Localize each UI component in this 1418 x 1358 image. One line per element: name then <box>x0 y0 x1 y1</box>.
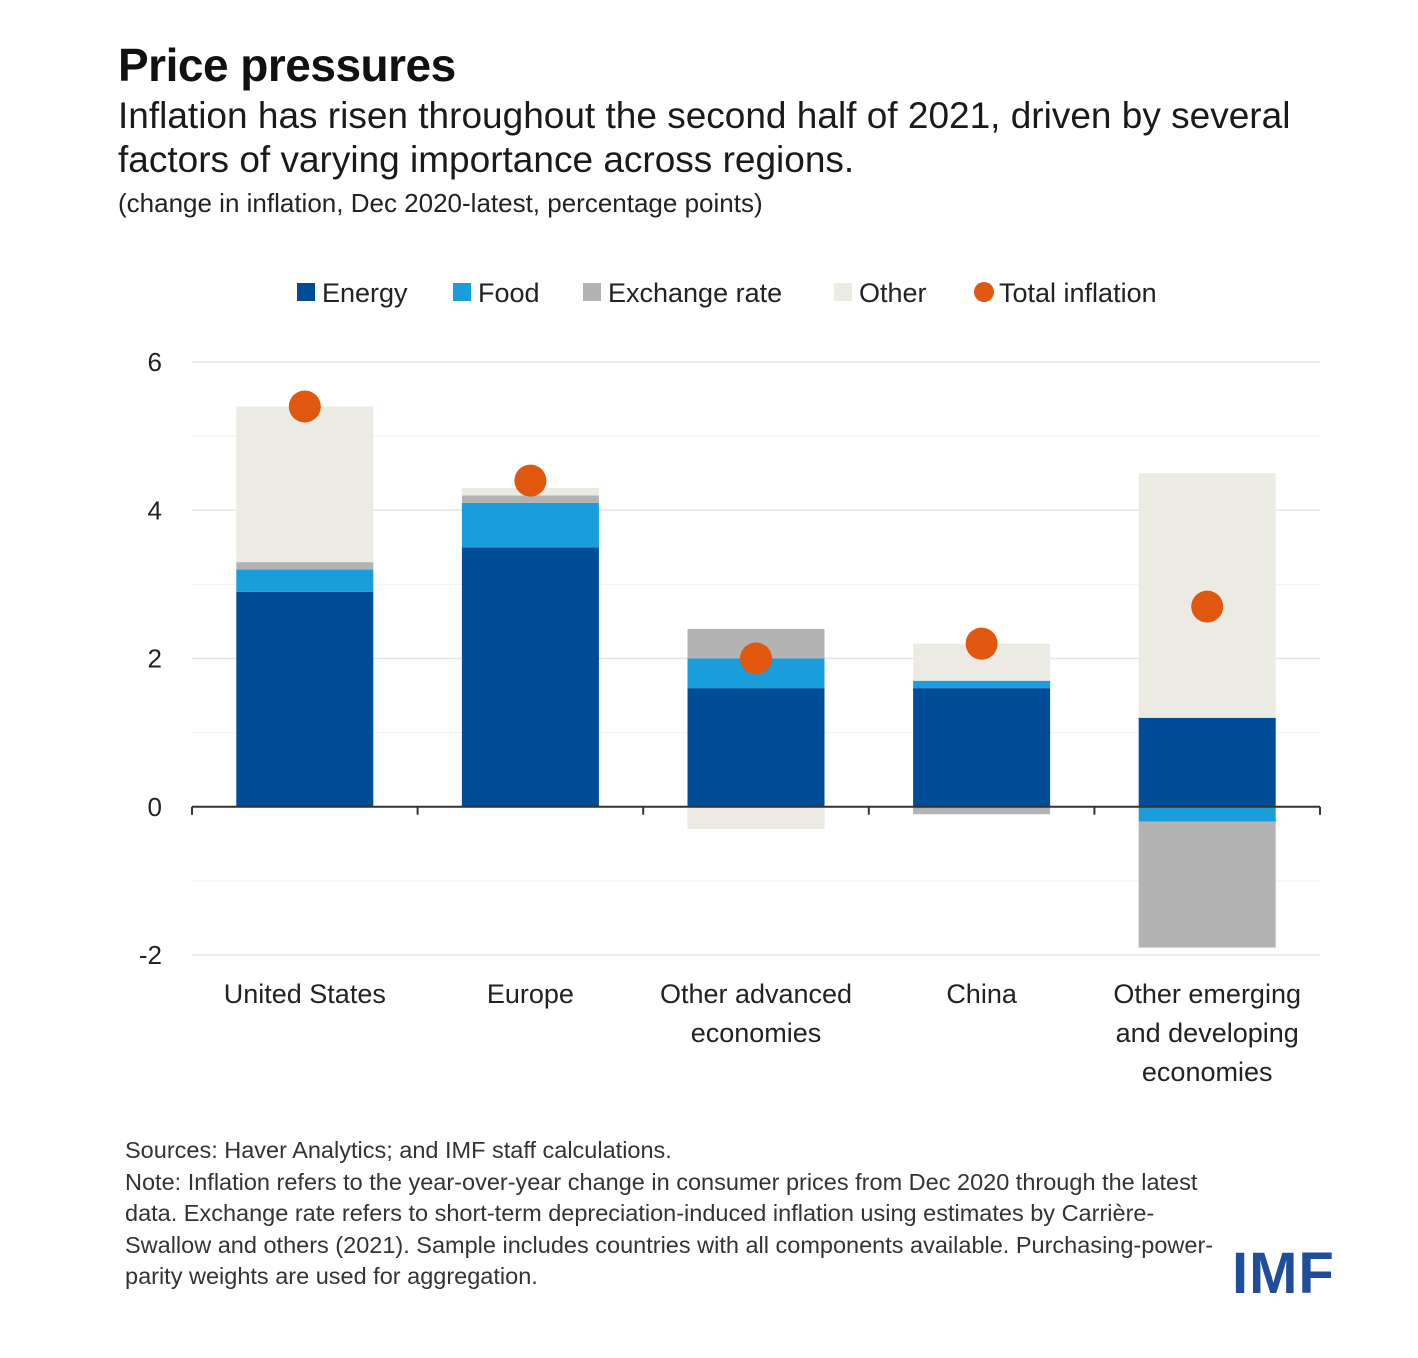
legend-label-total-inflation: Total inflation <box>999 278 1157 308</box>
y-tick-label: 6 <box>148 347 162 377</box>
legend-swatch-food <box>453 283 471 301</box>
x-category-label-line: and developing <box>1116 1018 1299 1048</box>
x-category-label-line: economies <box>691 1018 822 1048</box>
chart-title: Price pressures <box>118 39 456 91</box>
x-category-label: Other emerging and developing economies <box>1113 979 1301 1087</box>
chart-subtitle: Inflation has risen throughout the secon… <box>118 95 1291 180</box>
bar-segment-other <box>687 806 825 829</box>
stacked-bar-chart: Energy Food Exchange rate Other Total inflat… <box>139 278 1321 1087</box>
bar-segment-food <box>236 569 374 592</box>
bar-segment-food <box>913 680 1051 689</box>
chart-legend: Energy Food Exchange rate Other Total inflat… <box>297 278 1157 308</box>
bar-segment-food <box>461 502 599 548</box>
bar-segment-exchange-rate <box>461 495 599 503</box>
x-category-label-line: Other emerging <box>1113 979 1301 1009</box>
legend-swatch-exchange-rate <box>583 283 601 301</box>
notes-block: Sources: Haver Analytics; and IMF staff … <box>125 1135 1215 1293</box>
x-category-label-line: economies <box>1142 1057 1273 1087</box>
bar-segment-exchange-rate <box>1138 821 1276 948</box>
legend-label-other: Other <box>859 278 927 308</box>
x-category-label: Other advanced economies <box>660 979 852 1048</box>
bars-group <box>236 406 1276 948</box>
note-text: Note: Inflation refers to the year-over-… <box>125 1168 1214 1290</box>
bar-segment-energy <box>687 688 825 807</box>
x-category-label-line: Other advanced <box>660 979 852 1009</box>
total-inflation-dot <box>740 642 772 675</box>
legend-label-food: Food <box>478 278 540 308</box>
bar-segment-energy <box>1138 717 1276 807</box>
x-category-label: China <box>946 979 1018 1009</box>
x-category-label-line: China <box>946 979 1018 1009</box>
bar-segment-food <box>1138 806 1276 822</box>
x-category-label-line: United States <box>224 979 386 1009</box>
axis-labels: -2 0 2 4 6 United States Europe Other advanced e… <box>139 347 1301 1087</box>
x-category-label-line: Europe <box>487 979 574 1009</box>
sources-text: Sources: Haver Analytics; and IMF staff … <box>125 1137 672 1163</box>
legend-swatch-total-inflation <box>974 282 994 302</box>
x-category-label: Europe <box>487 979 574 1009</box>
y-tick-label: 2 <box>148 644 162 674</box>
legend-label-energy: Energy <box>322 278 408 308</box>
imf-logo: IMF <box>1232 1241 1335 1306</box>
chart-units: (change in inflation, Dec 2020-latest, p… <box>118 188 763 218</box>
y-tick-label: -2 <box>139 940 162 970</box>
y-tick-label: 0 <box>148 792 162 822</box>
bar-segment-exchange-rate <box>236 562 374 570</box>
x-category-label: United States <box>224 979 386 1009</box>
y-tick-label: 4 <box>148 495 162 525</box>
total-inflation-markers <box>288 390 1224 675</box>
legend-swatch-energy <box>297 283 315 301</box>
legend-swatch-other <box>834 283 852 301</box>
legend-label-exchange-rate: Exchange rate <box>608 278 782 308</box>
total-inflation-dot <box>288 390 321 423</box>
gridlines <box>192 361 1320 956</box>
total-inflation-dot <box>965 627 998 660</box>
bar-segment-energy <box>913 688 1051 807</box>
x-axis <box>191 805 1321 815</box>
bar-segment-energy <box>236 591 374 807</box>
bar-segment-other <box>236 406 374 563</box>
total-inflation-dot <box>1191 590 1224 623</box>
total-inflation-dot <box>514 464 547 497</box>
bar-segment-exchange-rate <box>913 806 1051 815</box>
bar-segment-energy <box>461 547 599 807</box>
